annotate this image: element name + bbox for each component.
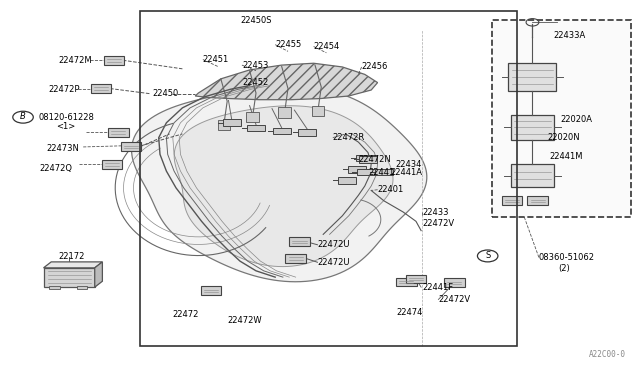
- Bar: [338, 177, 356, 184]
- Bar: [278, 107, 291, 118]
- FancyBboxPatch shape: [444, 278, 465, 287]
- Bar: [77, 286, 87, 289]
- FancyBboxPatch shape: [108, 128, 129, 137]
- Bar: [246, 112, 259, 122]
- FancyBboxPatch shape: [527, 196, 548, 205]
- Text: 22472U: 22472U: [317, 240, 350, 249]
- Text: 22472R: 22472R: [333, 133, 365, 142]
- Text: 22441M: 22441M: [549, 153, 582, 161]
- Text: <1>: <1>: [56, 122, 76, 131]
- Polygon shape: [174, 106, 393, 267]
- Text: 22441F: 22441F: [422, 283, 454, 292]
- Bar: [348, 166, 366, 173]
- FancyBboxPatch shape: [102, 160, 122, 169]
- Text: (2): (2): [558, 264, 570, 273]
- FancyBboxPatch shape: [396, 278, 417, 286]
- Bar: [356, 155, 374, 161]
- Text: 22452: 22452: [242, 78, 268, 87]
- FancyBboxPatch shape: [289, 237, 310, 246]
- Text: 22401: 22401: [378, 185, 404, 194]
- Bar: [312, 106, 324, 116]
- Bar: [492, 20, 631, 217]
- Text: 22472V: 22472V: [422, 219, 454, 228]
- Bar: [511, 115, 554, 140]
- Text: S: S: [485, 251, 490, 260]
- Text: 22472W: 22472W: [227, 316, 262, 325]
- Text: 22020N: 22020N: [547, 133, 580, 142]
- FancyBboxPatch shape: [406, 275, 426, 283]
- FancyBboxPatch shape: [91, 84, 111, 93]
- Text: 22472M: 22472M: [59, 56, 93, 65]
- Text: 22472P: 22472P: [48, 85, 79, 94]
- Bar: [247, 125, 265, 131]
- Bar: [357, 169, 375, 175]
- Bar: [140, 11, 517, 346]
- FancyBboxPatch shape: [502, 196, 522, 205]
- Text: 22472Q: 22472Q: [40, 164, 73, 173]
- Bar: [375, 169, 393, 175]
- FancyBboxPatch shape: [104, 56, 124, 65]
- Text: 22472: 22472: [173, 310, 199, 319]
- Bar: [298, 129, 316, 136]
- Bar: [509, 63, 557, 91]
- Polygon shape: [132, 87, 427, 282]
- Text: A22C00-0: A22C00-0: [589, 350, 626, 359]
- Bar: [223, 119, 241, 126]
- Text: 22450S: 22450S: [240, 16, 272, 25]
- Polygon shape: [95, 262, 102, 287]
- FancyBboxPatch shape: [285, 254, 306, 263]
- Text: 22441A: 22441A: [390, 169, 422, 177]
- Text: B: B: [20, 112, 26, 121]
- Text: 22472V: 22472V: [438, 295, 470, 304]
- Text: 22451: 22451: [203, 55, 229, 64]
- Text: 22473N: 22473N: [46, 144, 79, 153]
- Bar: [359, 156, 377, 163]
- Text: 22455: 22455: [275, 40, 301, 49]
- Bar: [218, 120, 230, 130]
- Text: 08120-61228: 08120-61228: [38, 113, 94, 122]
- Bar: [511, 164, 554, 187]
- Text: 22472N: 22472N: [358, 155, 391, 164]
- Text: 22433A: 22433A: [554, 31, 586, 40]
- Text: 22450: 22450: [152, 89, 179, 98]
- FancyBboxPatch shape: [201, 286, 221, 295]
- Text: 22453: 22453: [242, 61, 268, 70]
- Text: 22433: 22433: [422, 208, 449, 217]
- Polygon shape: [44, 268, 95, 287]
- Polygon shape: [195, 63, 378, 100]
- Text: 22441: 22441: [368, 169, 394, 177]
- Text: 22472U: 22472U: [317, 258, 350, 267]
- Text: 22456: 22456: [362, 62, 388, 71]
- Bar: [273, 128, 291, 134]
- Text: 08360-51062: 08360-51062: [539, 253, 595, 262]
- Text: 22474: 22474: [397, 308, 423, 317]
- Bar: [49, 286, 60, 289]
- Text: 22020A: 22020A: [560, 115, 592, 124]
- Text: 22454: 22454: [314, 42, 340, 51]
- Text: 22434: 22434: [396, 160, 422, 169]
- Polygon shape: [44, 262, 102, 268]
- FancyBboxPatch shape: [121, 142, 141, 151]
- Text: 22172: 22172: [59, 252, 85, 261]
